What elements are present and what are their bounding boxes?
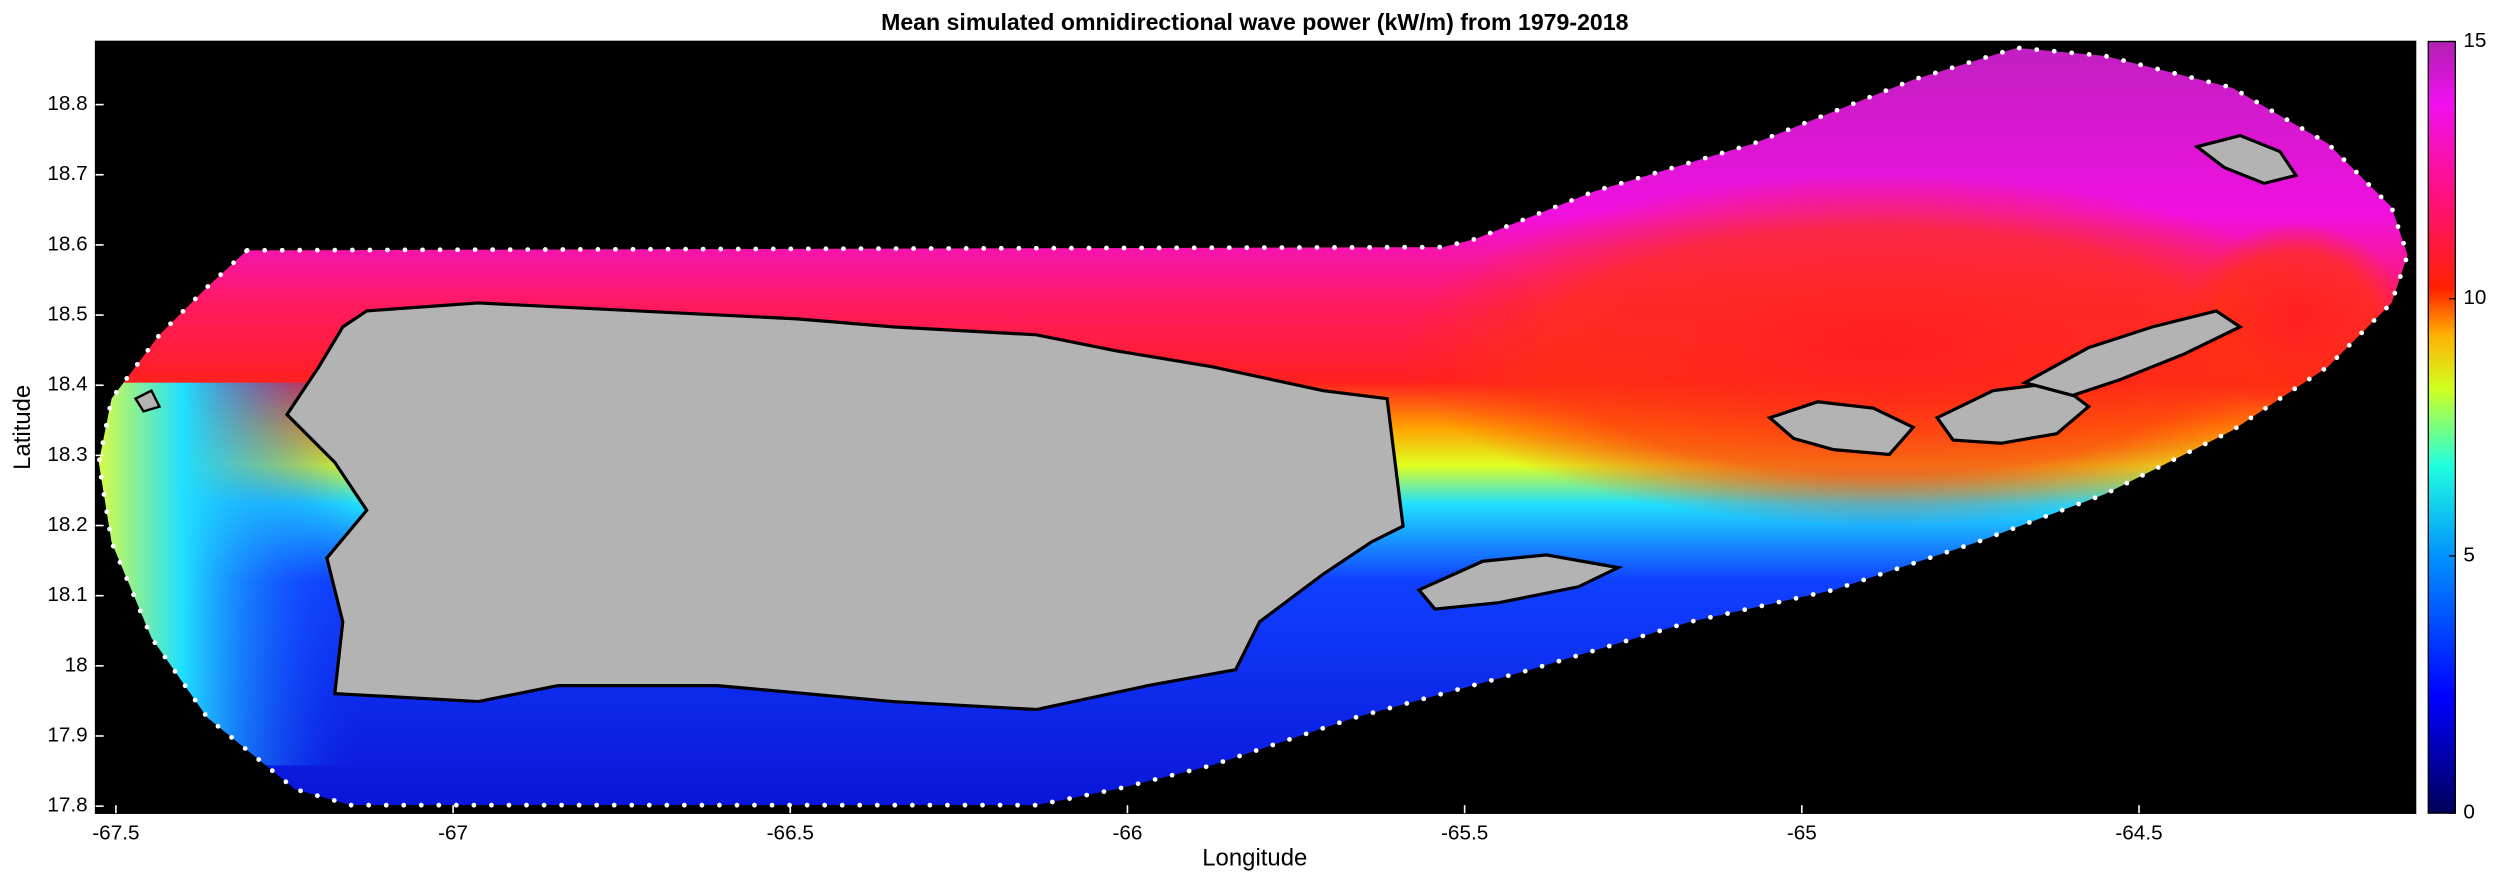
x-tick-label: -64.5 [2115, 821, 2162, 844]
colorbar-tick-label: 15 [2463, 29, 2486, 52]
st-john [1934, 381, 2092, 445]
y-tick-label: 18.7 [47, 162, 87, 185]
wave-east-high [1403, 175, 2360, 527]
colorbar-tick-label: 0 [2463, 801, 2475, 824]
y-tick-label: 18.8 [47, 92, 87, 115]
y-tick-label: 17.8 [47, 794, 87, 817]
x-tick-label: -67 [438, 821, 468, 844]
y-tick-label: 18.3 [47, 443, 87, 466]
y-tick-label: 18 [65, 653, 88, 676]
x-tick-label: -65 [1787, 821, 1817, 844]
map-title: Mean simulated omnidirectional wave powe… [881, 9, 1629, 35]
x-tick-label: -65.5 [1441, 821, 1488, 844]
y-tick-label: 17.9 [47, 723, 87, 746]
y-tick-label: 18.1 [47, 583, 87, 606]
x-tick-label: -66.5 [767, 821, 814, 844]
vieques [1416, 553, 1624, 611]
y-axis-label: Latitude [9, 385, 36, 470]
plot-frame [94, 40, 2417, 814]
colorbar-tick-label: 10 [2463, 286, 2486, 309]
y-tick-label: 18.4 [47, 373, 87, 396]
tortola [2020, 309, 2244, 398]
colorbar-tick-label: 5 [2463, 543, 2475, 566]
desecheo [133, 389, 162, 413]
y-tick-label: 18.6 [47, 232, 87, 255]
anegada [2193, 133, 2299, 186]
y-tick-label: 18.2 [47, 513, 87, 536]
puerto-rico [284, 301, 1405, 712]
colorbar [2427, 40, 2456, 814]
x-tick-label: -66 [1112, 821, 1142, 844]
st-thomas [1766, 400, 1916, 457]
y-tick-label: 18.5 [47, 303, 87, 326]
x-axis-label: Longitude [1202, 845, 1307, 872]
x-tick-label: -67.5 [92, 821, 139, 844]
